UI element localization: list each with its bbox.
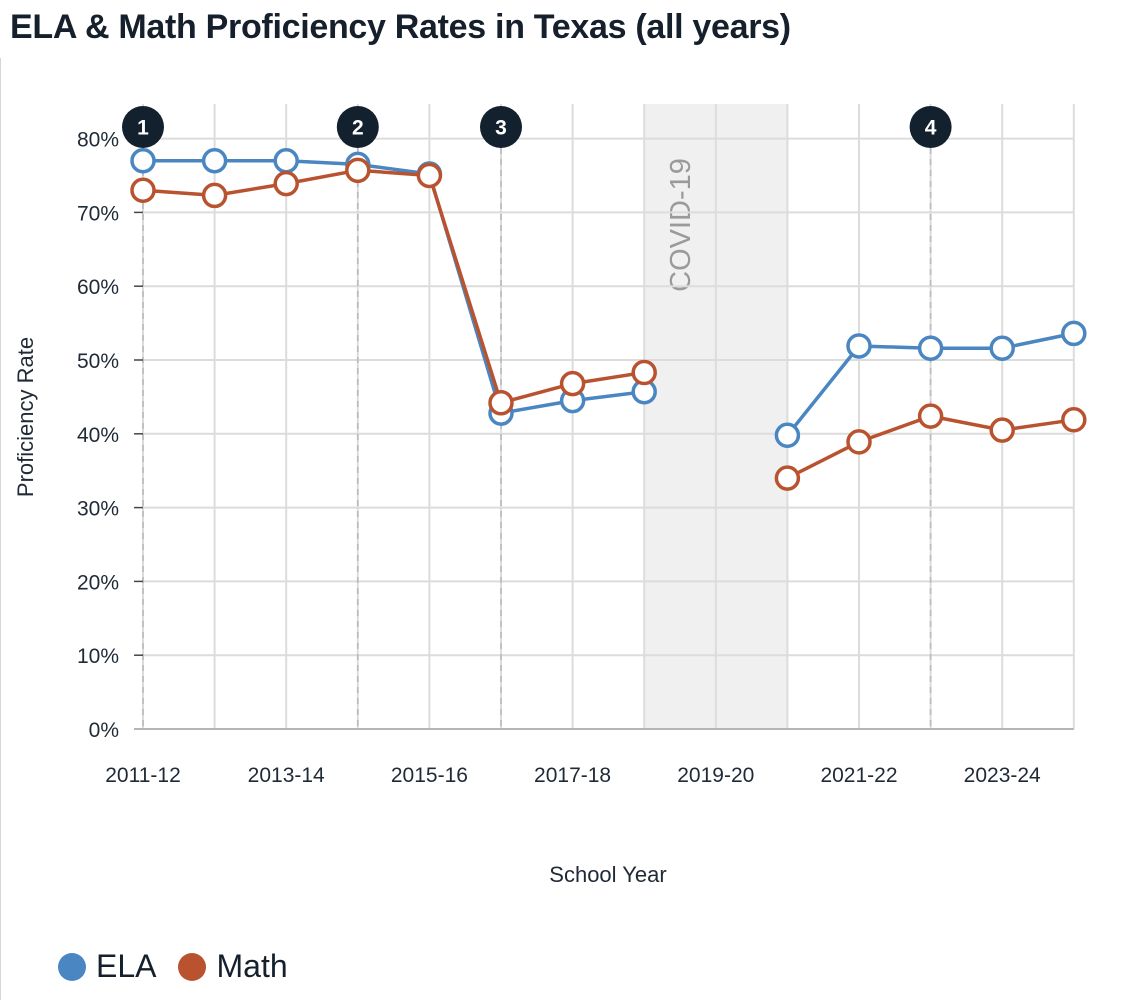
y-tick-label-2: 20% — [77, 571, 119, 594]
data-point-math-2014-15[interactable] — [345, 157, 371, 184]
data-point-math-2011-12[interactable] — [130, 177, 156, 204]
y-axis-title: Proficiency Rate — [13, 337, 38, 497]
data-point-math-2015-16[interactable] — [416, 162, 443, 189]
legend: ELA Math — [58, 948, 310, 985]
y-tick-label-7: 70% — [77, 202, 119, 225]
x-axis-title: School Year — [549, 862, 666, 887]
data-point-ela-2022-23[interactable] — [917, 335, 944, 361]
y-tick-label-1: 10% — [77, 645, 119, 668]
data-point-math-2017-18[interactable] — [559, 370, 586, 397]
series-layer — [130, 147, 1087, 491]
legend-label-ela: ELA — [96, 948, 157, 984]
data-point-math-2021-22[interactable] — [846, 429, 872, 455]
annotation-badge-1 — [122, 106, 164, 148]
x-tick-label-2019-20: 2019-20 — [677, 764, 754, 787]
annotation-badge-label-1: 1 — [137, 117, 149, 140]
y-tick-label-8: 80% — [77, 129, 119, 152]
legend-label-math: Math — [216, 948, 288, 984]
x-tick-label-2017-18: 2017-18 — [534, 764, 611, 787]
annotation-badge-label-3: 3 — [495, 117, 507, 140]
annotation-badge-4 — [909, 106, 952, 148]
x-tick-label-2013-14: 2013-14 — [248, 764, 325, 787]
data-point-ela-2013-14[interactable] — [273, 147, 299, 174]
legend-swatch-ela — [58, 952, 86, 981]
x-tick-label-2011-12: 2011-12 — [105, 764, 181, 787]
data-point-ela-2011-12[interactable] — [130, 147, 156, 174]
legend-item-ela[interactable]: ELA — [58, 948, 156, 985]
data-point-math-2012-13[interactable] — [201, 182, 228, 209]
y-tick-label-5: 50% — [77, 350, 119, 373]
chart-title: ELA & Math Proficiency Rates in Texas (a… — [10, 8, 791, 46]
annotation-badge-label-4: 4 — [925, 117, 937, 140]
annotation-badge-2 — [336, 106, 379, 148]
x-tick-label-2015-16: 2015-16 — [391, 764, 468, 787]
x-tick-label-2021-22: 2021-22 — [820, 764, 897, 787]
covid-band-label: COVID-19 — [665, 158, 697, 292]
legend-item-math[interactable]: Math — [178, 948, 288, 985]
x-tick-label-2023-24: 2023-24 — [964, 764, 1041, 787]
y-tick-label-6: 60% — [77, 276, 119, 299]
axis-layer: 0% 10% 20% 30% 40% 50% 60% 70% 80% 2011-12 2013-14… — [77, 129, 1074, 787]
data-point-math-2023-24[interactable] — [989, 417, 1015, 443]
data-point-ela-2023-24[interactable] — [989, 335, 1015, 361]
data-point-math-2018-19[interactable] — [631, 359, 657, 386]
annotation-badge-3 — [480, 106, 522, 148]
annotation-badge-layer: 1 2 3 4 — [122, 106, 952, 148]
data-point-math-2016-17[interactable] — [488, 390, 514, 416]
data-point-ela-2020-21[interactable] — [774, 422, 801, 449]
annotation-line-layer — [142, 126, 932, 729]
data-point-ela-2021-22[interactable] — [846, 333, 872, 359]
y-tick-label-4: 40% — [77, 424, 119, 447]
data-point-math-2022-23[interactable] — [917, 403, 944, 429]
data-point-math-2024-25[interactable] — [1061, 407, 1087, 433]
data-point-ela-2012-13[interactable] — [201, 147, 228, 174]
frame-divider — [0, 58, 1, 1000]
legend-swatch-math — [178, 952, 207, 981]
data-point-math-2013-14[interactable] — [273, 170, 299, 197]
annotation-badge-label-2: 2 — [352, 117, 364, 140]
data-point-math-2020-21[interactable] — [774, 465, 801, 491]
y-tick-label-3: 30% — [77, 498, 119, 521]
y-tick-label-0: 0% — [89, 719, 119, 742]
data-point-ela-2024-25[interactable] — [1061, 320, 1087, 347]
